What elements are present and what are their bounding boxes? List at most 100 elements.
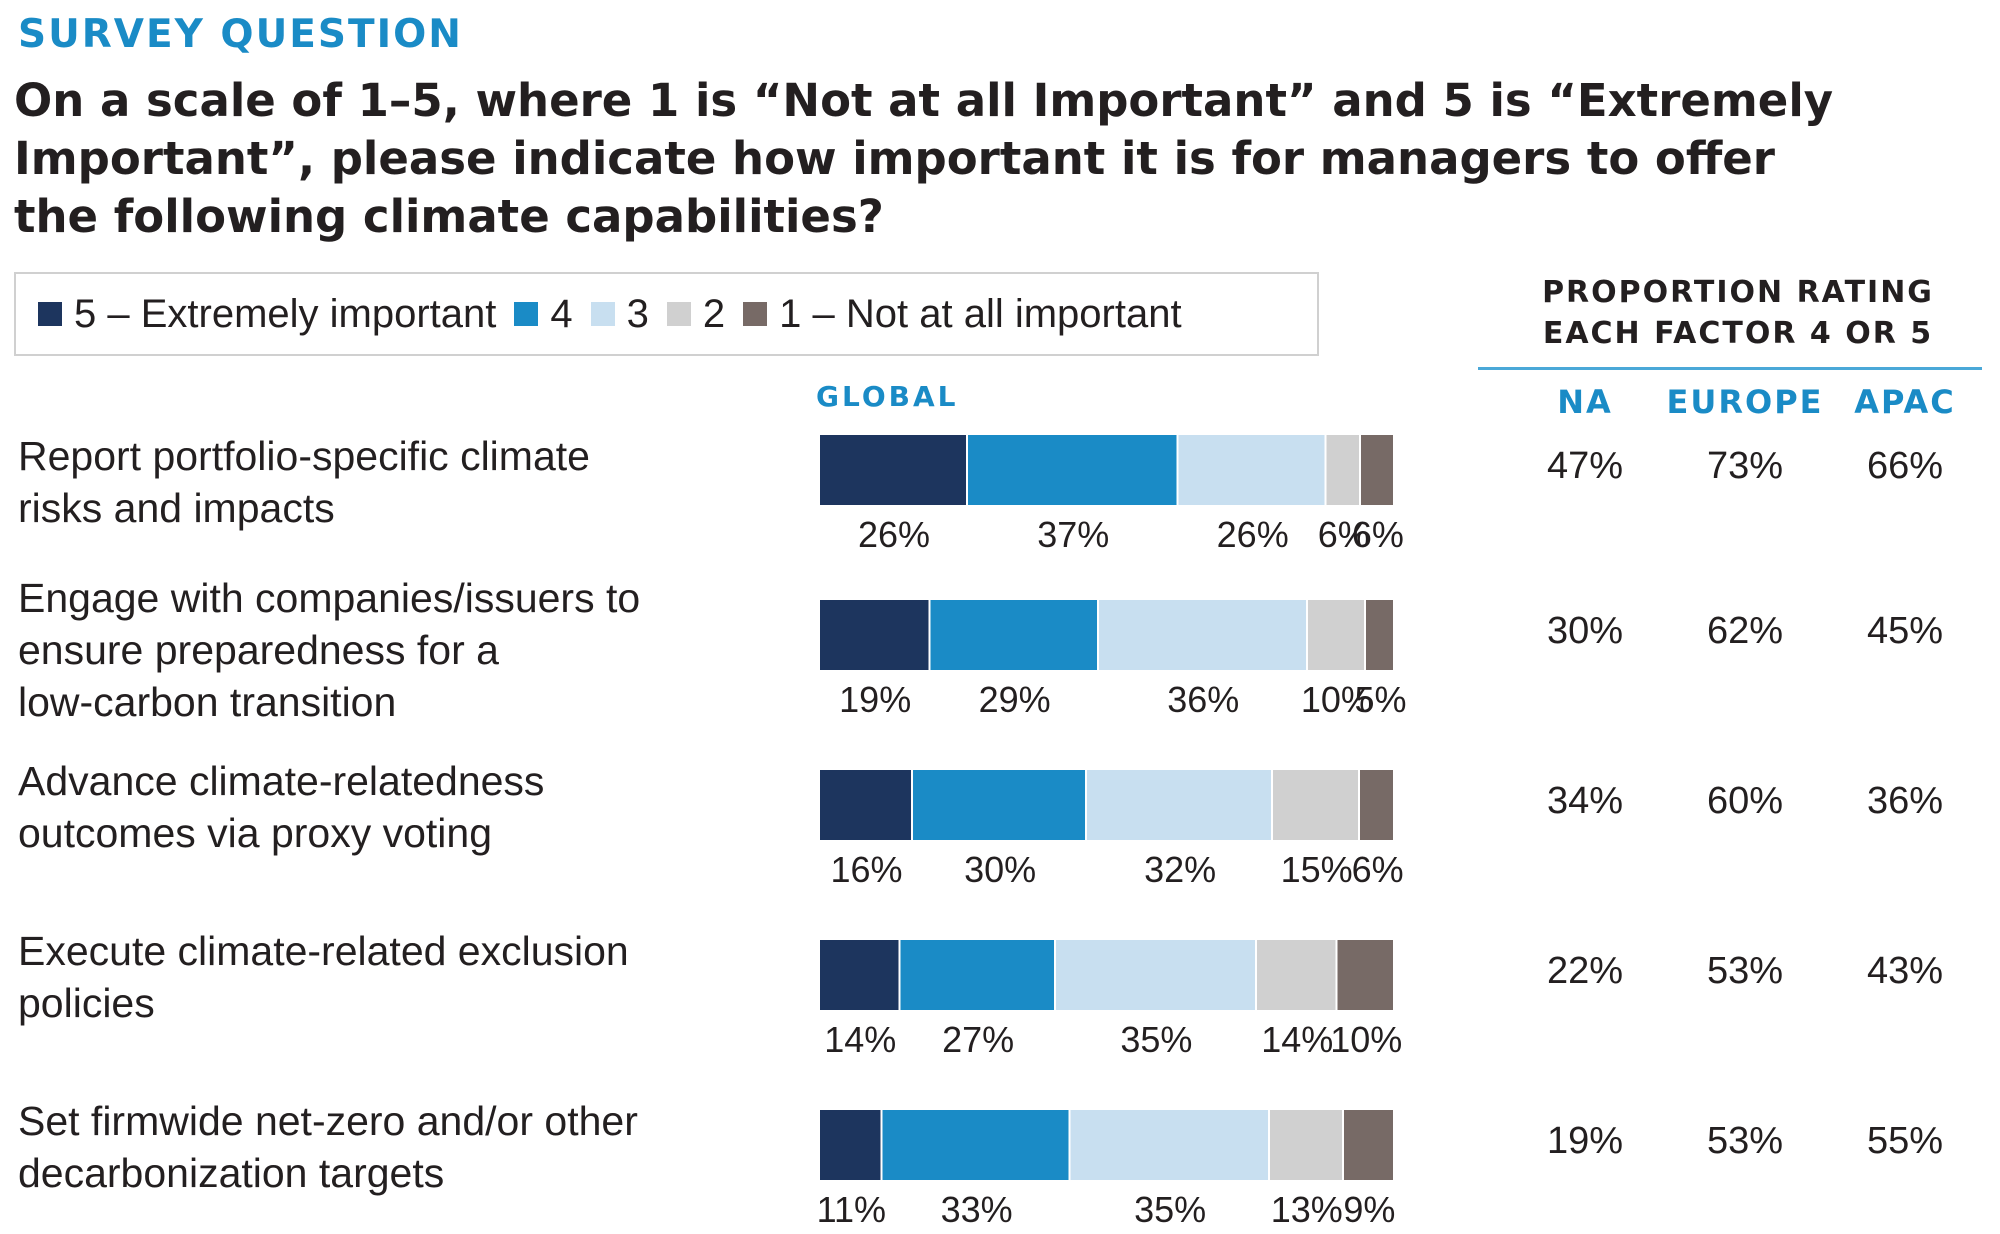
row-label: Execute climate-related exclusion policie… <box>18 925 778 1029</box>
bar-data-label: 19% <box>839 679 911 720</box>
bar-segment <box>1273 770 1359 840</box>
column-header-europe: EUROPE <box>1666 383 1824 421</box>
row-label-line: ensure preparedness for a <box>18 627 499 673</box>
bar-segment <box>1070 1110 1268 1180</box>
bar-data-label: 13% <box>1271 1189 1343 1230</box>
legend-label-1: 1 – Not at all important <box>779 291 1182 336</box>
proportion-title-line1: PROPORTION RATING <box>1542 275 1934 310</box>
row-label-line: Execute climate-related exclusion <box>18 928 629 974</box>
legend-label-4: 4 <box>550 291 573 336</box>
regional-value-europe: 53% <box>1706 950 1784 992</box>
bar-data-label: 6% <box>1352 849 1404 890</box>
bar-segment <box>820 770 911 840</box>
bar-segment <box>930 600 1097 670</box>
bar-data-label: 10% <box>1301 679 1373 720</box>
survey-kicker: SURVEY QUESTION <box>18 12 463 57</box>
legend-swatch-3 <box>590 302 615 326</box>
row-label: Engage with companies/issuers to ensure p… <box>18 572 778 728</box>
regional-value-europe: 53% <box>1706 1120 1784 1162</box>
bar-data-label: 14% <box>824 1019 896 1060</box>
proportion-title: PROPORTION RATING EACH FACTOR 4 OR 5 <box>1478 272 1998 354</box>
bar-segment <box>1360 770 1393 840</box>
legend-item-2: 2 <box>666 291 726 337</box>
bar-data-label: 6% <box>1352 514 1404 555</box>
survey-question: On a scale of 1–5, where 1 is “Not at al… <box>14 74 1834 243</box>
legend-label-2: 2 <box>702 291 726 336</box>
legend-swatch-5 <box>38 302 62 326</box>
row-label: Set firmwide net-zero and/or other decarb… <box>18 1095 778 1199</box>
bar-data-label: 5% <box>1354 679 1406 720</box>
legend-item-4: 4 <box>514 291 573 337</box>
proportion-title-line2: EACH FACTOR 4 OR 5 <box>1542 316 1934 351</box>
bar-data-label: 26% <box>1217 514 1289 555</box>
regional-value-na: 22% <box>1546 950 1624 992</box>
bar-data-label: 35% <box>1134 1189 1206 1230</box>
row-label-line: risks and impacts <box>18 485 335 531</box>
bar-data-label: 14% <box>1261 1019 1333 1060</box>
row-label-line: Report portfolio-specific climate <box>18 433 590 479</box>
regional-value-europe: 62% <box>1706 610 1784 652</box>
bar-segment <box>1269 1110 1342 1180</box>
row-label-line: policies <box>18 980 155 1026</box>
bar-segment <box>1360 435 1393 505</box>
row-label-line: Set firmwide net-zero and/or other <box>18 1098 638 1144</box>
bar-segment <box>882 1110 1069 1180</box>
regional-value-europe: 73% <box>1706 445 1784 487</box>
bar-data-label: 10% <box>1330 1019 1402 1060</box>
bar-segment <box>1343 1110 1393 1180</box>
bar-data-label: 29% <box>979 679 1051 720</box>
legend-swatch-1 <box>743 302 768 326</box>
bar-segment <box>820 600 929 670</box>
regional-value-apac: 43% <box>1866 950 1944 992</box>
legend-swatch-2 <box>666 302 691 326</box>
legend-item-1: 1 – Not at all important <box>743 291 1182 337</box>
chart-legend: 5 – Extremely important 4 3 2 1 – Not at… <box>14 272 1319 356</box>
legend-item-3: 3 <box>590 291 649 337</box>
proportion-divider <box>1478 367 1982 370</box>
bar-data-label: 11% <box>817 1189 886 1230</box>
regional-value-apac: 36% <box>1866 780 1944 822</box>
row-label-line: Advance climate-relatedness <box>18 758 545 804</box>
row-label-line: low-carbon transition <box>18 679 397 725</box>
bar-data-label: 16% <box>830 849 902 890</box>
bar-data-label: 36% <box>1167 679 1239 720</box>
global-label: GLOBAL <box>816 380 959 413</box>
bar-segment <box>1257 940 1336 1010</box>
bar-data-label: 26% <box>858 514 930 555</box>
regional-value-europe: 60% <box>1706 780 1784 822</box>
bar-data-label: 27% <box>942 1019 1014 1060</box>
bar-segment <box>1366 600 1393 670</box>
bar-data-label: 30% <box>964 849 1036 890</box>
bar-data-label: 33% <box>941 1189 1013 1230</box>
bar-segment <box>1307 600 1364 670</box>
row-label: Advance climate-relatedness outcomes via … <box>18 755 778 859</box>
bar-data-label: 32% <box>1144 849 1216 890</box>
regional-value-apac: 66% <box>1866 445 1944 487</box>
bar-data-label: 9% <box>1343 1189 1395 1230</box>
regional-value-apac: 45% <box>1866 610 1944 652</box>
regional-value-na: 47% <box>1546 445 1624 487</box>
row-label: Report portfolio-specific climate risks a… <box>18 430 778 534</box>
bar-segment <box>900 940 1054 1010</box>
bar-segment <box>820 435 966 505</box>
bar-segment <box>820 940 899 1010</box>
row-label-line: Engage with companies/issuers to <box>18 575 641 621</box>
bar-segment <box>1326 435 1359 505</box>
bar-segment <box>820 1110 881 1180</box>
column-header-apac: APAC <box>1854 383 1956 421</box>
bar-segment <box>912 770 1086 840</box>
regional-value-na: 19% <box>1546 1120 1624 1162</box>
legend-label-3: 3 <box>626 291 649 336</box>
regional-value-na: 34% <box>1546 780 1624 822</box>
bar-data-label: 15% <box>1281 849 1353 890</box>
regional-value-apac: 55% <box>1866 1120 1944 1162</box>
legend-swatch-4 <box>514 302 539 326</box>
regional-value-na: 30% <box>1546 610 1624 652</box>
column-header-na: NA <box>1557 383 1613 421</box>
row-label-line: decarbonization targets <box>18 1150 445 1196</box>
bar-segment <box>1055 940 1256 1010</box>
bar-data-label: 6% <box>1318 514 1370 555</box>
row-label-line: outcomes via proxy voting <box>18 810 493 856</box>
bar-segment <box>1337 940 1393 1010</box>
